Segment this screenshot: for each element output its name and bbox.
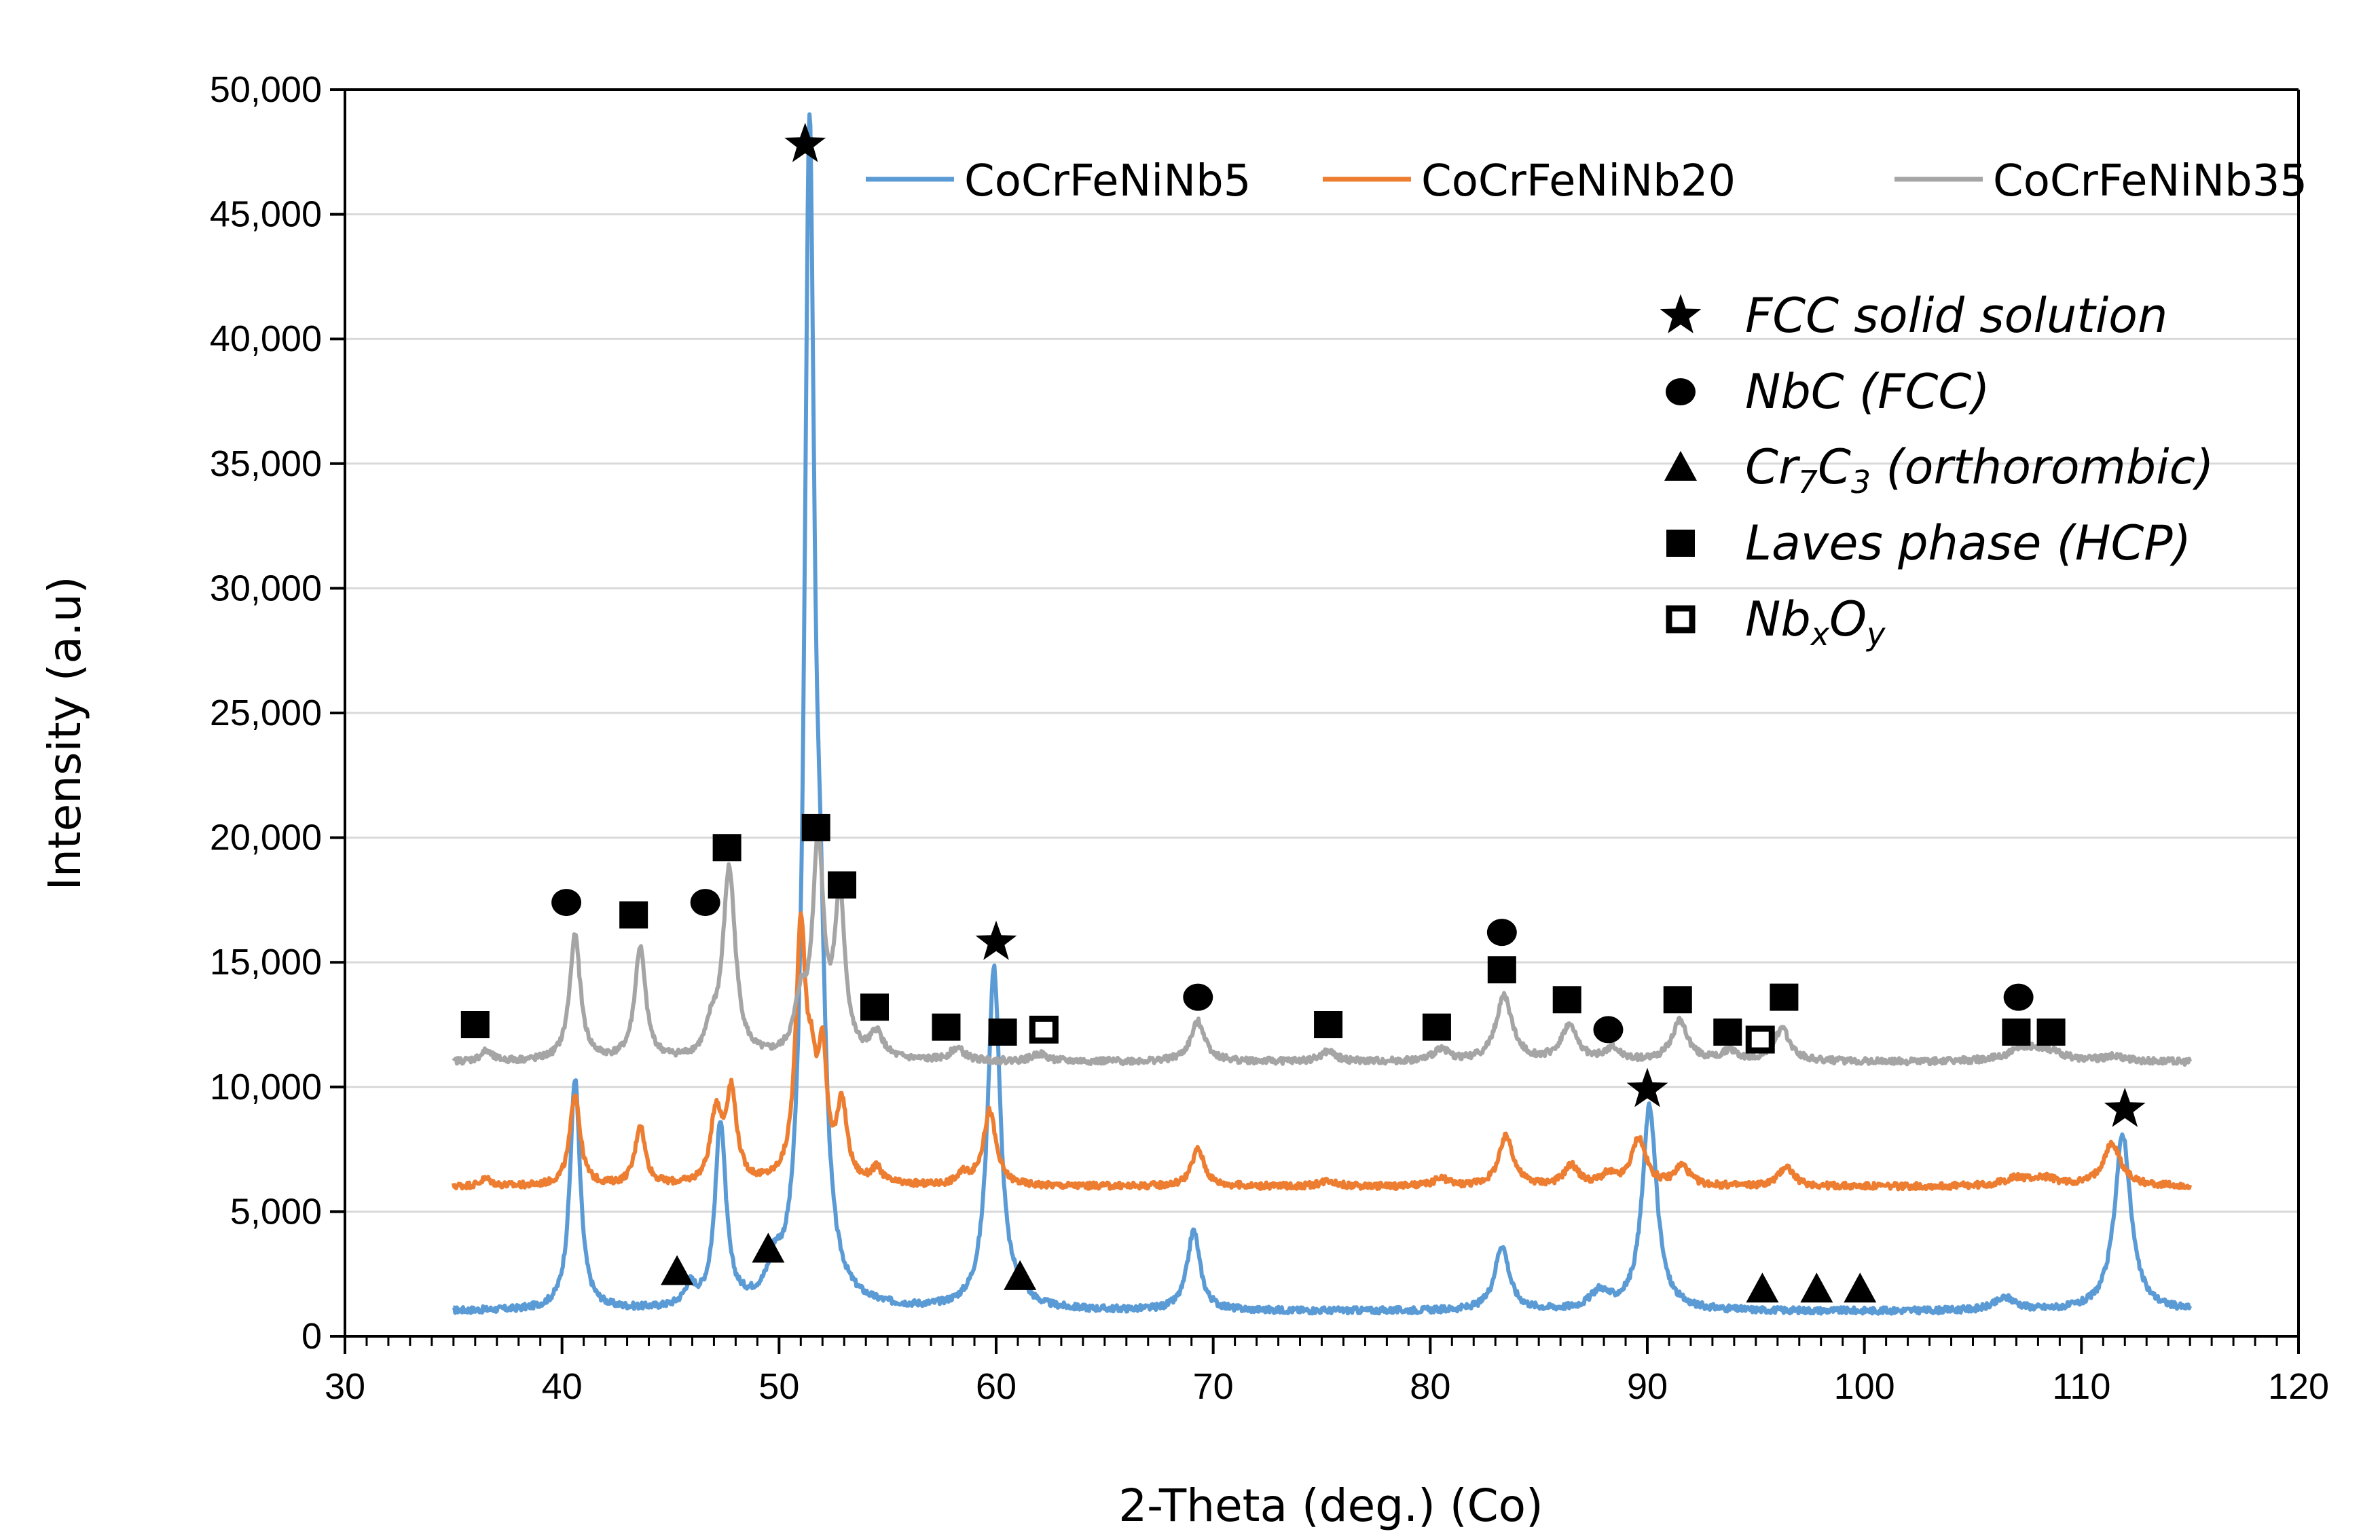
series-line-nb20 bbox=[451, 911, 2193, 1192]
x-tick-label: 40 bbox=[542, 1366, 583, 1407]
circle-marker bbox=[551, 889, 582, 917]
star-marker bbox=[784, 122, 826, 162]
star-marker bbox=[2104, 1087, 2146, 1127]
triangle-marker bbox=[1844, 1272, 1877, 1303]
phase-legend-circle-icon bbox=[1666, 378, 1696, 405]
phase-legend-triangle-icon bbox=[1664, 451, 1697, 481]
x-tick-label: 50 bbox=[758, 1366, 799, 1407]
triangle-marker bbox=[1746, 1272, 1779, 1303]
circle-marker bbox=[1486, 919, 1517, 947]
x-tick-label: 30 bbox=[325, 1366, 365, 1407]
circle-marker bbox=[1183, 983, 1213, 1011]
y-tick-label: 30,000 bbox=[210, 568, 322, 608]
square-marker bbox=[988, 1019, 1017, 1046]
square-marker bbox=[1663, 986, 1692, 1014]
circle-marker bbox=[2003, 983, 2034, 1011]
square-marker bbox=[801, 813, 830, 841]
y-tick-label: 20,000 bbox=[210, 818, 322, 858]
circle-marker bbox=[690, 889, 720, 917]
phase-legend-label: Cr7C3 (orthorombic) bbox=[1745, 439, 2214, 500]
square-marker bbox=[2036, 1019, 2066, 1046]
x-tick-label: 120 bbox=[2268, 1366, 2329, 1407]
circle-marker bbox=[1593, 1016, 1624, 1044]
y-tick-label: 0 bbox=[301, 1316, 322, 1357]
square-marker bbox=[1314, 1011, 1343, 1038]
square-marker bbox=[460, 1011, 490, 1038]
open-square-marker bbox=[1745, 1025, 1775, 1054]
y-tick-label: 10,000 bbox=[210, 1067, 322, 1107]
triangle-marker bbox=[1800, 1272, 1833, 1303]
y-tick-label: 40,000 bbox=[210, 318, 322, 359]
triangle-marker bbox=[661, 1255, 694, 1285]
x-tick-label: 80 bbox=[1410, 1366, 1450, 1407]
legend-label-nb35: CoCrFeNiNb35 bbox=[1993, 156, 2307, 206]
triangle-marker bbox=[1004, 1260, 1037, 1290]
triangle-marker bbox=[752, 1232, 785, 1263]
axes: 0 5,000 10,000 15,000 20,000 25,000 30,000 35,0… bbox=[210, 69, 2329, 1407]
phase-legend-open-square-icon bbox=[1666, 605, 1696, 634]
x-tick-label: 90 bbox=[1627, 1366, 1668, 1407]
x-tick-label: 70 bbox=[1193, 1366, 1234, 1407]
y-tick-label: 50,000 bbox=[210, 69, 322, 110]
square-marker bbox=[1422, 1013, 1451, 1041]
phase-legend-label: Laves phase (HCP) bbox=[1745, 515, 2191, 571]
x-tick-label: 110 bbox=[2052, 1366, 2110, 1407]
y-tick-label: 15,000 bbox=[210, 942, 322, 983]
series-line-nb35 bbox=[452, 825, 2193, 1067]
square-marker bbox=[619, 901, 648, 929]
phase-legend-label: NbC (FCC) bbox=[1745, 364, 1990, 420]
phase-markers bbox=[460, 122, 2146, 1303]
y-tick-label: 25,000 bbox=[210, 693, 322, 733]
square-marker bbox=[932, 1013, 961, 1041]
x-tick-label: 60 bbox=[976, 1366, 1017, 1407]
square-marker bbox=[1713, 1019, 1742, 1046]
series-legend: CoCrFeNiNb5 CoCrFeNiNb20 CoCrFeNiNb35 bbox=[866, 156, 2307, 206]
square-marker bbox=[828, 871, 857, 899]
y-tick-label: 45,000 bbox=[210, 194, 322, 235]
phase-legend: FCC solid solution NbC (FCC) Cr7C3 (orthor… bbox=[1660, 288, 2214, 653]
legend-label-nb20: CoCrFeNiNb20 bbox=[1421, 156, 1736, 206]
square-marker bbox=[1487, 956, 1516, 984]
y-tick-label: 35,000 bbox=[210, 443, 322, 484]
star-marker bbox=[975, 920, 1017, 960]
x-tick-label: 100 bbox=[1834, 1366, 1895, 1407]
square-marker bbox=[1552, 986, 1581, 1014]
square-marker bbox=[2002, 1019, 2031, 1046]
series-layer bbox=[451, 112, 2193, 1316]
y-tick-label: 5,000 bbox=[230, 1191, 322, 1232]
phase-legend-square-icon bbox=[1666, 530, 1695, 557]
open-square-marker bbox=[1029, 1015, 1059, 1044]
phase-legend-label: FCC solid solution bbox=[1745, 288, 2167, 344]
square-marker bbox=[1770, 983, 1799, 1011]
square-marker bbox=[712, 834, 742, 862]
phase-legend-label: NbxOy bbox=[1745, 591, 1886, 653]
y-axis-title: Intensity (a.u) bbox=[39, 576, 91, 891]
legend-label-nb5: CoCrFeNiNb5 bbox=[964, 156, 1251, 206]
star-marker bbox=[1626, 1067, 1668, 1107]
phase-legend-star-icon bbox=[1660, 294, 1702, 333]
x-axis-title: 2-Theta (deg.) (Co) bbox=[1118, 1480, 1543, 1532]
square-marker bbox=[860, 993, 889, 1021]
series-line-nb5 bbox=[452, 112, 2193, 1316]
